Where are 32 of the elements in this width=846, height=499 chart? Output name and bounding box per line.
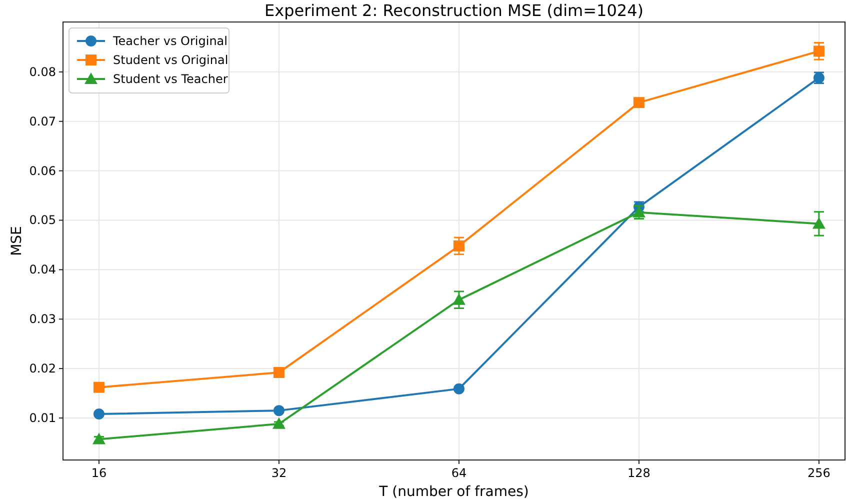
x-axis-title: T (number of frames) [378,484,529,499]
point [633,97,644,108]
y-tick-label: 0.04 [29,262,56,277]
y-tick-label: 0.03 [29,312,56,326]
point [812,217,826,229]
x-tick-label: 16 [91,466,107,480]
x-tick-label: 256 [808,466,830,480]
point [273,367,284,378]
point [92,432,106,444]
x-tick-label: 128 [628,466,650,480]
point [453,240,464,252]
y-tick-label: 0.05 [29,213,56,228]
x-tick-label: 32 [271,466,287,480]
point [453,383,464,394]
point [272,417,286,429]
legend-label: Student vs Teacher [113,72,228,86]
point [273,405,284,416]
y-tick-label: 0.07 [29,114,56,128]
point [93,408,104,420]
point [632,206,646,218]
y-tick-label: 0.01 [29,410,56,425]
point [452,293,466,305]
legend-label: Student vs Original [113,53,228,67]
x-tick-label: 64 [451,466,467,480]
y-tick-label: 0.08 [29,64,56,79]
y-tick-label: 0.02 [29,362,56,376]
y-tick-label: 0.06 [29,164,56,178]
point [93,382,104,393]
legend-label: Teacher vs Original [112,34,228,48]
chart-title: Experiment 2: Reconstruction MSE (dim=1024) [264,1,644,20]
y-axis-title: MSE [9,226,25,256]
point [813,46,824,57]
